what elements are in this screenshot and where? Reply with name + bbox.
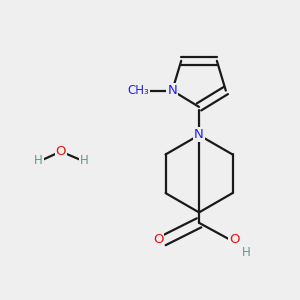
Text: O: O — [56, 145, 66, 158]
Text: H: H — [80, 154, 89, 167]
Text: N: N — [194, 128, 204, 141]
Text: H: H — [34, 154, 43, 167]
Text: O: O — [153, 233, 163, 246]
Text: N: N — [167, 84, 177, 97]
Text: CH₃: CH₃ — [127, 84, 149, 97]
Text: O: O — [229, 233, 239, 246]
Text: H: H — [242, 246, 251, 259]
